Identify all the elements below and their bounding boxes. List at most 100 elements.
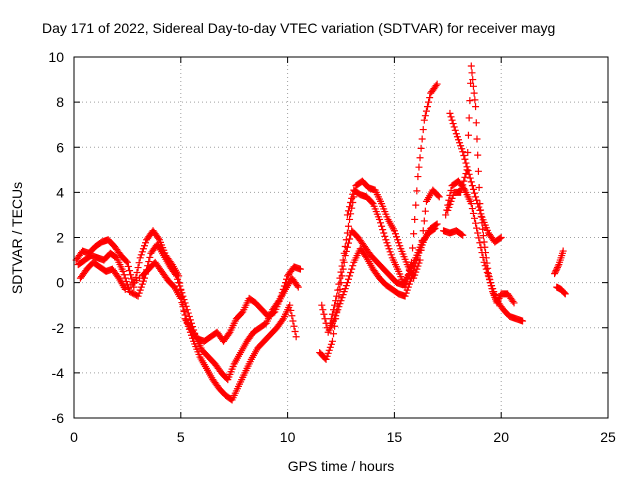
data-point (471, 189, 478, 197)
data-point (452, 130, 460, 138)
data-point (473, 135, 481, 143)
data-point (482, 254, 490, 262)
data-point (330, 306, 338, 314)
data-point (346, 272, 354, 280)
data-point (347, 268, 355, 276)
series-track-g (343, 80, 441, 291)
data-point (142, 239, 150, 247)
data-point (406, 262, 414, 270)
data-point (324, 349, 332, 357)
data-point (466, 97, 474, 105)
data-point (379, 226, 387, 234)
data-point (479, 225, 487, 233)
data-point (484, 264, 492, 272)
data-point (482, 265, 490, 273)
data-point (410, 230, 418, 238)
data-point (461, 155, 469, 163)
data-point (487, 279, 495, 287)
data-point (475, 234, 483, 242)
data-point (138, 280, 146, 288)
data-point (186, 328, 194, 336)
data-point (383, 239, 391, 247)
data-point (466, 174, 474, 182)
data-point (456, 139, 464, 147)
data-point (493, 299, 501, 307)
data-point (485, 273, 493, 281)
data-point (183, 306, 191, 314)
data-point (414, 173, 422, 181)
data-point (495, 294, 503, 302)
data-point (348, 194, 356, 202)
data-point (327, 340, 335, 348)
data-point (127, 271, 135, 279)
data-point (435, 193, 443, 201)
data-point (180, 307, 188, 315)
data-point (336, 300, 344, 308)
chart-title: Day 171 of 2022, Sidereal Day-to-day VTE… (42, 20, 555, 36)
data-point (331, 301, 339, 309)
data-point (146, 253, 154, 261)
data-point (404, 271, 412, 279)
data-point (486, 276, 494, 284)
data-point (421, 112, 429, 120)
x-tick-label: 5 (177, 429, 185, 445)
data-point (175, 279, 183, 287)
data-point (419, 126, 427, 134)
data-point (178, 299, 186, 307)
data-point (415, 259, 423, 267)
data-point (128, 275, 136, 283)
data-point (472, 119, 480, 127)
data-point (473, 224, 481, 232)
data-point (185, 325, 193, 333)
y-tick-label: 6 (56, 139, 64, 155)
data-point (432, 82, 440, 90)
data-point (344, 207, 352, 215)
data-point (419, 227, 427, 235)
data-point (390, 227, 398, 235)
data-point (341, 285, 349, 293)
data-point (137, 283, 145, 291)
data-point (553, 265, 561, 273)
y-tick-label: -6 (52, 410, 65, 426)
data-point (407, 258, 415, 266)
data-point (553, 264, 561, 272)
data-point (468, 205, 476, 213)
x-tick-label: 15 (387, 429, 403, 445)
data-point (138, 248, 146, 256)
data-point (393, 233, 401, 241)
data-point (510, 299, 518, 307)
data-point (333, 309, 341, 317)
data-point (460, 152, 468, 160)
data-point (134, 264, 142, 272)
data-point (472, 219, 480, 227)
data-point (382, 236, 390, 244)
data-point (187, 331, 195, 339)
data-point (378, 222, 386, 230)
data-point (402, 289, 410, 297)
data-point (420, 217, 428, 225)
data-point (296, 265, 304, 273)
data-point (403, 275, 411, 283)
data-point (481, 243, 489, 251)
data-point (560, 288, 568, 296)
data-point (494, 297, 502, 305)
data-point (469, 185, 477, 193)
data-point (136, 254, 144, 262)
data-point (433, 80, 441, 88)
data-point (154, 234, 162, 242)
data-point (445, 203, 453, 211)
data-point (421, 207, 429, 215)
data-point (328, 337, 336, 345)
data-point (471, 214, 478, 222)
data-point (472, 193, 480, 201)
data-point (459, 148, 467, 156)
data-point (458, 230, 466, 238)
data-point (418, 135, 426, 143)
data-point (559, 247, 567, 255)
data-point (463, 163, 471, 171)
data-point (446, 109, 454, 117)
data-point (119, 267, 127, 275)
data-point (458, 145, 466, 153)
data-point (425, 98, 433, 106)
